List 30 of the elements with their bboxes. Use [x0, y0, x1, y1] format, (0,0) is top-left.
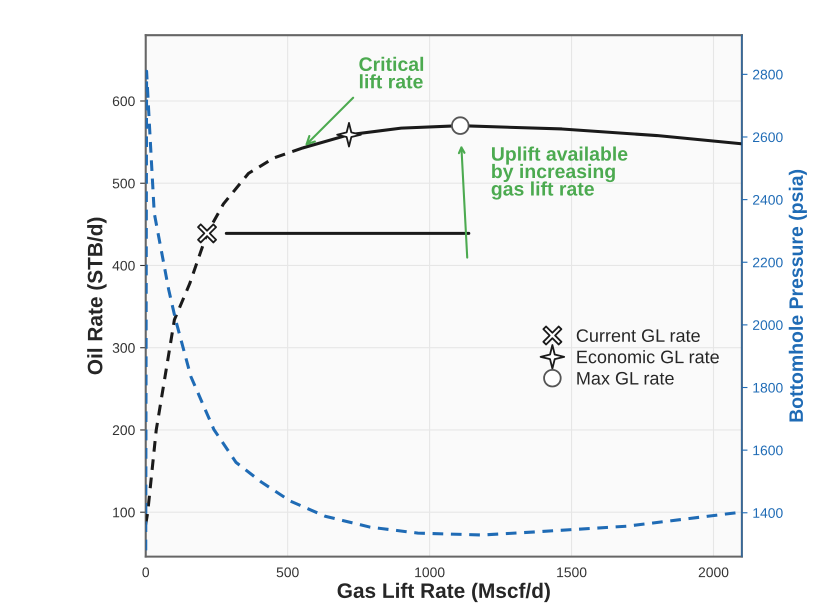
x-tick-label: 1000: [415, 567, 445, 578]
y-tick-label: 300: [112, 343, 135, 353]
x-tick-label: 0: [142, 567, 150, 578]
y2-tick-label: 1600: [753, 445, 783, 456]
y2-tick-label: 2200: [753, 258, 783, 268]
x-axis-title: Gas Lift Rate (Mscf/d): [338, 582, 550, 602]
point: [451, 116, 470, 135]
x-tick-label: 500: [276, 567, 299, 578]
y2-tick-label: 2400: [753, 194, 783, 205]
y2-tick-label: 2000: [753, 320, 783, 330]
y2-axis-title: Bottomhole Pressure (psia): [788, 170, 807, 422]
y-tick-label: 400: [112, 260, 135, 271]
y2-tick-label: 1800: [753, 382, 783, 393]
y2-tick-label: 1400: [753, 508, 783, 518]
point: [197, 223, 217, 244]
legend-label: Max GL rate: [577, 372, 674, 385]
x-tick-label: 1500: [557, 567, 586, 578]
x-tick-label: 2000: [698, 567, 728, 578]
y-axis-title: Oil Rate (STB/d): [87, 218, 107, 374]
y-tick-label: 600: [112, 96, 135, 106]
y-tick-label: 200: [112, 425, 135, 436]
y-tick-label: 100: [113, 508, 135, 518]
y2-tick-label: 2600: [753, 132, 783, 142]
legend-label: Economic GL rate: [577, 350, 719, 364]
point: [336, 122, 362, 148]
y2-tick-label: 2800: [753, 70, 783, 80]
annotation: Critical lift rate: [359, 56, 424, 88]
y-tick-label: 500: [112, 178, 135, 188]
legend-label: Current GL rate: [576, 329, 700, 342]
annotation: Uplift available by increasing gas lift rate: [492, 146, 628, 200]
